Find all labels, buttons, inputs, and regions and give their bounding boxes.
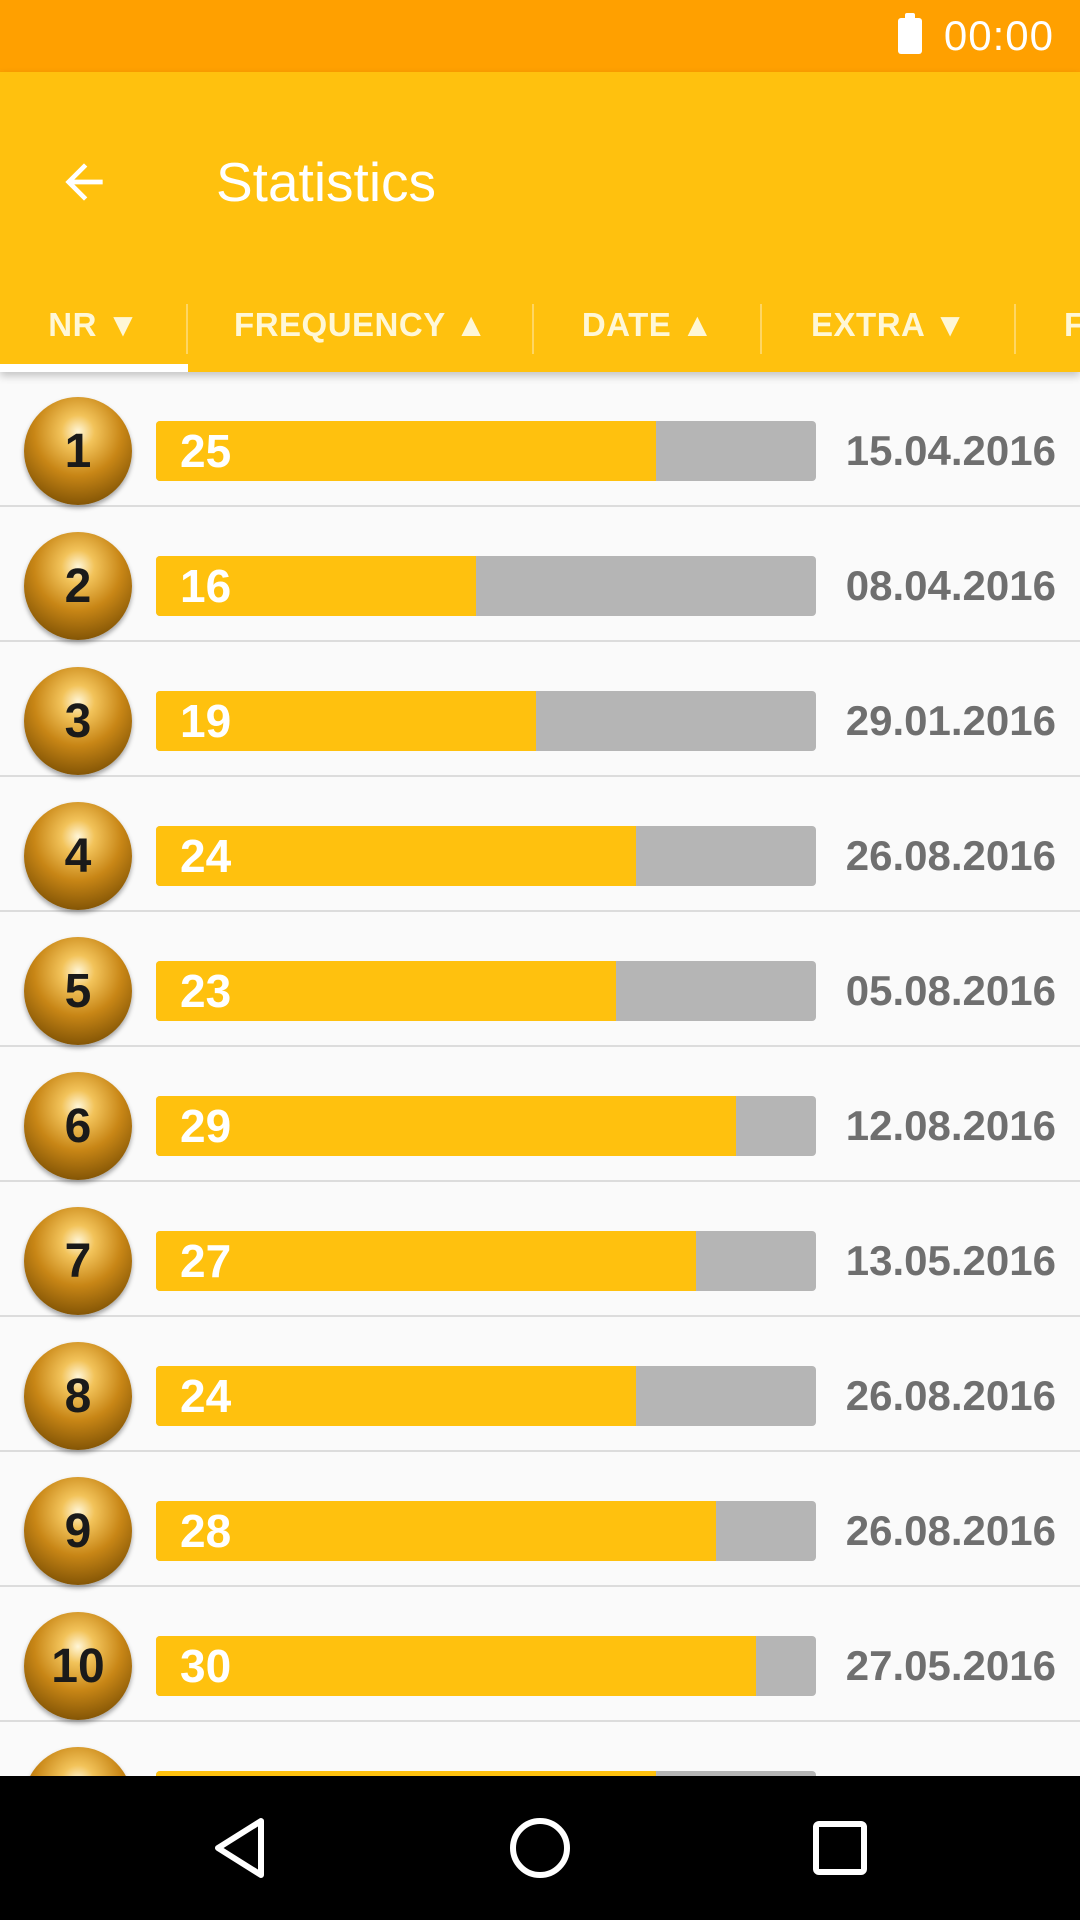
frequency-value: 28	[180, 1505, 232, 1557]
tab-label: NR ▼	[48, 306, 140, 343]
number-ball	[24, 1747, 132, 1776]
last-draw-date: 26.08.2016	[845, 1372, 1056, 1419]
frequency-bar	[156, 1771, 816, 1776]
nav-back-icon	[215, 1818, 264, 1878]
tab-frequency[interactable]: FREQUENCY ▲	[188, 278, 534, 372]
list-item[interactable]	[0, 1722, 1080, 1776]
nav-recents-button[interactable]	[794, 1802, 886, 1894]
list-item[interactable]: 7 27 13.05.2016	[0, 1182, 1080, 1317]
frequency-bar: 23	[156, 961, 816, 1021]
list-item[interactable]: 2 16 08.04.2016	[0, 507, 1080, 642]
number-ball: 7	[24, 1207, 132, 1315]
battery-icon	[897, 13, 922, 54]
list-item[interactable]: 8 24 26.08.2016	[0, 1317, 1080, 1452]
list-item[interactable]: 3 19 29.01.2016	[0, 642, 1080, 777]
frequency-value: 24	[180, 1370, 232, 1422]
list-item[interactable]: 1 25 15.04.2016	[0, 372, 1080, 507]
frequency-bar-fill	[156, 1096, 736, 1156]
number-ball: 4	[24, 802, 132, 910]
tab-label: F	[1064, 306, 1080, 343]
frequency-value: 25	[180, 425, 232, 477]
tab-label: DATE ▲	[581, 306, 715, 343]
frequency-value: 24	[180, 830, 232, 882]
tab-bar: NR ▼ FREQUENCY ▲ DATE ▲ EXTRA ▼ F	[0, 278, 1080, 372]
app-bar: Statistics NR ▼ FREQUENCY ▲ DATE ▲ EXTRA…	[0, 72, 1080, 372]
last-draw-date: 26.08.2016	[845, 832, 1056, 879]
frequency-bar: 24	[156, 826, 816, 886]
frequency-bar: 16	[156, 556, 816, 616]
number-ball: 6	[24, 1072, 132, 1180]
tab-label: FREQUENCY ▲	[234, 306, 488, 343]
nav-recents-icon	[813, 1821, 867, 1875]
list-item[interactable]: 5 23 05.08.2016	[0, 912, 1080, 1047]
frequency-bar-fill	[156, 826, 636, 886]
frequency-bar: 30	[156, 1636, 816, 1696]
tab-divider	[186, 304, 188, 354]
frequency-value: 16	[180, 560, 232, 612]
tab-date[interactable]: DATE ▲	[534, 278, 762, 372]
status-clock: 00:00	[943, 12, 1054, 59]
tab-divider	[760, 304, 762, 354]
frequency-bar-fill	[156, 1366, 636, 1426]
tab-extra[interactable]: EXTRA ▼	[762, 278, 1016, 372]
back-button[interactable]	[52, 150, 116, 214]
frequency-value: 29	[180, 1100, 232, 1152]
frequency-value: 23	[180, 965, 232, 1017]
frequency-bar: 27	[156, 1231, 816, 1291]
frequency-bar: 25	[156, 421, 816, 481]
nav-back-button[interactable]	[195, 1802, 287, 1894]
number-ball: 9	[24, 1477, 132, 1585]
statistics-list[interactable]: 1 25 15.04.2016 2 16 08.04.2016 3 19 29.…	[0, 372, 1080, 1776]
frequency-bar-fill	[156, 556, 476, 616]
last-draw-date: 05.08.2016	[845, 967, 1056, 1014]
navigation-bar	[0, 1776, 1080, 1920]
number-ball: 1	[24, 397, 132, 505]
arrow-left-icon	[65, 163, 103, 201]
frequency-bar-fill	[156, 1501, 716, 1561]
frequency-bar-fill	[156, 1231, 696, 1291]
tab-more[interactable]: F	[1016, 278, 1080, 372]
frequency-bar: 29	[156, 1096, 816, 1156]
frequency-bar: 24	[156, 1366, 816, 1426]
last-draw-date: 12.08.2016	[845, 1102, 1056, 1149]
number-ball: 10	[24, 1612, 132, 1720]
tab-label: EXTRA ▼	[811, 306, 967, 343]
tab-divider	[532, 304, 534, 354]
list-item[interactable]: 10 30 27.05.2016	[0, 1587, 1080, 1722]
tab-nr[interactable]: NR ▼	[0, 278, 188, 372]
frequency-bar-fill	[156, 691, 536, 751]
nav-home-button[interactable]	[494, 1802, 586, 1894]
list-item[interactable]: 4 24 26.08.2016	[0, 777, 1080, 912]
frequency-bar-fill	[156, 1636, 756, 1696]
page-title: Statistics	[216, 151, 437, 213]
number-ball: 5	[24, 937, 132, 1045]
status-bar: 00:00	[0, 0, 1080, 72]
tab-divider	[1014, 304, 1016, 354]
last-draw-date: 29.01.2016	[845, 697, 1056, 744]
list-item[interactable]: 6 29 12.08.2016	[0, 1047, 1080, 1182]
frequency-bar: 28	[156, 1501, 816, 1561]
frequency-value: 30	[180, 1640, 232, 1692]
number-ball: 8	[24, 1342, 132, 1450]
list-item[interactable]: 9 28 26.08.2016	[0, 1452, 1080, 1587]
frequency-value: 27	[180, 1235, 232, 1287]
last-draw-date: 27.05.2016	[845, 1642, 1056, 1689]
frequency-bar: 19	[156, 691, 816, 751]
nav-home-icon	[510, 1818, 570, 1878]
last-draw-date: 15.04.2016	[845, 427, 1056, 474]
frequency-value: 19	[180, 695, 232, 747]
last-draw-date: 26.08.2016	[845, 1507, 1056, 1554]
last-draw-date: 13.05.2016	[845, 1237, 1056, 1284]
last-draw-date: 08.04.2016	[845, 562, 1056, 609]
frequency-bar-fill	[156, 1771, 656, 1776]
frequency-bar-fill	[156, 421, 656, 481]
number-ball: 2	[24, 532, 132, 640]
number-ball: 3	[24, 667, 132, 775]
frequency-bar-fill	[156, 961, 616, 1021]
